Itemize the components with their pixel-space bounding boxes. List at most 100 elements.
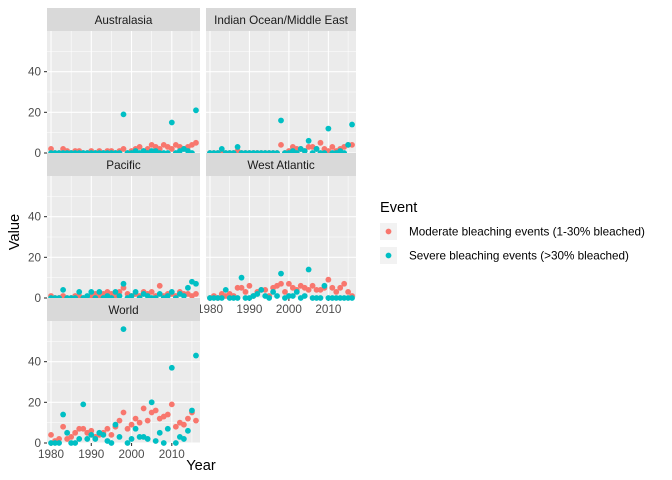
point-west-atlantic-severe-1993 bbox=[258, 286, 265, 293]
point-world-moderate-1986 bbox=[72, 429, 79, 436]
point-west-atlantic-moderate-2005 bbox=[305, 286, 312, 293]
point-world-moderate-2010 bbox=[168, 401, 175, 408]
point-indian-ocean-middle-east-moderate-2011 bbox=[329, 144, 336, 150]
point-pacific-severe-2000 bbox=[128, 293, 135, 299]
point-pacific-severe-1989 bbox=[84, 293, 91, 299]
y-tick-label: 0 bbox=[34, 292, 41, 305]
legend-label-moderate: Moderate bleaching events (1-30% bleache… bbox=[409, 226, 645, 239]
point-world-severe-1980 bbox=[48, 440, 54, 446]
point-pacific-severe-2009 bbox=[164, 293, 171, 299]
point-world-moderate-1998 bbox=[120, 409, 127, 416]
point-world-severe-1987 bbox=[76, 436, 83, 442]
point-west-atlantic-severe-1992 bbox=[254, 291, 261, 297]
strip-label-west-atlantic: West Atlantic bbox=[247, 159, 314, 172]
point-world-moderate-1994 bbox=[104, 425, 111, 432]
point-world-moderate-1988 bbox=[80, 425, 87, 432]
point-pacific-severe-1996 bbox=[112, 289, 119, 295]
point-west-atlantic-moderate-2011 bbox=[329, 284, 336, 291]
point-west-atlantic-moderate-2010 bbox=[325, 276, 332, 283]
y-tick-label: 40 bbox=[28, 211, 42, 224]
point-indian-ocean-middle-east-severe-1987 bbox=[234, 144, 241, 150]
point-world-severe-2004 bbox=[144, 436, 151, 442]
point-world-severe-2008 bbox=[160, 440, 167, 446]
point-world-severe-2016 bbox=[193, 352, 199, 359]
x-tick-label: 2010 bbox=[159, 448, 186, 461]
point-pacific-severe-2016 bbox=[193, 280, 199, 287]
x-tick-label: 2000 bbox=[119, 448, 146, 461]
legend-label-severe: Severe bleaching events (>30% bleached) bbox=[409, 250, 629, 263]
point-west-atlantic-moderate-1998 bbox=[278, 280, 284, 287]
point-pacific-severe-1998 bbox=[120, 280, 127, 287]
point-world-moderate-1997 bbox=[116, 417, 123, 424]
point-world-moderate-1987 bbox=[76, 425, 83, 432]
point-world-moderate-1983 bbox=[60, 423, 67, 430]
facet-panels: Australasia 0 20 40 Indian Ocean/Middle East… bbox=[28, 8, 356, 461]
point-world-moderate-1999 bbox=[124, 425, 131, 432]
strip-indian-ocean-middle-east bbox=[206, 8, 356, 31]
strip-west-atlantic bbox=[206, 153, 356, 176]
point-west-atlantic-moderate-2014 bbox=[341, 280, 348, 287]
strip-label-world: World bbox=[108, 304, 138, 317]
facet-world: World 0 20 40 1980 1990 2000 2010 bbox=[28, 298, 200, 461]
point-west-atlantic-severe-2009 bbox=[321, 282, 328, 289]
legend-title: Event bbox=[380, 200, 417, 216]
point-indian-ocean-middle-east-severe-2010 bbox=[325, 125, 332, 132]
point-west-atlantic-severe-1998 bbox=[278, 270, 284, 277]
point-pacific-severe-2001 bbox=[132, 289, 139, 295]
point-world-moderate-2016 bbox=[193, 417, 199, 424]
point-indian-ocean-middle-east-moderate-2008 bbox=[317, 139, 324, 146]
point-pacific-severe-2010 bbox=[168, 289, 175, 295]
point-west-atlantic-moderate-1990 bbox=[246, 282, 253, 289]
point-west-atlantic-severe-2016 bbox=[349, 295, 355, 301]
point-world-moderate-2004 bbox=[144, 417, 151, 424]
point-west-atlantic-severe-1987 bbox=[234, 295, 241, 301]
point-world-severe-1982 bbox=[56, 440, 62, 446]
point-world-severe-1984 bbox=[64, 429, 71, 436]
point-australasia-moderate-1998 bbox=[120, 146, 127, 152]
point-indian-ocean-middle-east-severe-2004 bbox=[301, 148, 308, 154]
point-pacific-severe-2013 bbox=[180, 293, 187, 299]
point-pacific-severe-1987 bbox=[76, 289, 83, 295]
point-pacific-severe-1990 bbox=[88, 289, 95, 295]
legend-key-severe-dot bbox=[385, 252, 392, 259]
point-west-atlantic-moderate-1989 bbox=[242, 289, 249, 295]
point-west-atlantic-severe-1996 bbox=[270, 289, 277, 295]
point-west-atlantic-severe-1983 bbox=[218, 295, 225, 301]
point-world-severe-1993 bbox=[100, 431, 107, 438]
legend-key-moderate-dot bbox=[385, 228, 392, 235]
point-pacific-severe-1997 bbox=[116, 293, 123, 299]
point-world-severe-2007 bbox=[156, 429, 163, 436]
point-world-moderate-1995 bbox=[108, 431, 115, 438]
point-world-moderate-2002 bbox=[136, 419, 143, 426]
point-world-moderate-2000 bbox=[128, 421, 135, 428]
point-world-severe-2011 bbox=[172, 440, 179, 446]
strip-label-australasia: Australasia bbox=[95, 14, 153, 27]
strip-pacific bbox=[47, 153, 200, 176]
point-world-moderate-1985 bbox=[68, 434, 75, 440]
y-tick-label: 20 bbox=[28, 251, 42, 264]
point-world-severe-2013 bbox=[180, 436, 187, 442]
point-world-severe-1989 bbox=[84, 436, 91, 442]
point-west-atlantic-severe-1995 bbox=[266, 295, 273, 301]
point-indian-ocean-middle-east-severe-1998 bbox=[278, 117, 284, 124]
point-world-moderate-2009 bbox=[164, 411, 171, 418]
point-australasia-severe-1998 bbox=[120, 111, 127, 118]
point-pacific-severe-2014 bbox=[185, 284, 191, 291]
point-pacific-severe-2007 bbox=[156, 291, 163, 297]
point-world-severe-2001 bbox=[132, 425, 139, 432]
y-tick-label: 40 bbox=[28, 66, 42, 79]
strip-australasia bbox=[47, 8, 200, 31]
point-west-atlantic-severe-1997 bbox=[274, 293, 280, 299]
point-world-severe-2010 bbox=[168, 364, 175, 371]
point-world-severe-2009 bbox=[164, 425, 171, 432]
point-world-severe-1997 bbox=[116, 434, 123, 440]
y-tick-label: 0 bbox=[34, 437, 41, 450]
point-pacific-moderate-2007 bbox=[156, 282, 163, 289]
point-west-atlantic-severe-2004 bbox=[301, 293, 308, 299]
point-world-severe-1999 bbox=[124, 440, 131, 446]
facet-pacific: Pacific 0 20 40 bbox=[28, 153, 200, 305]
y-axis-title: Value bbox=[7, 214, 23, 250]
point-west-atlantic-severe-2002 bbox=[293, 289, 300, 295]
point-world-moderate-2011 bbox=[172, 423, 179, 430]
